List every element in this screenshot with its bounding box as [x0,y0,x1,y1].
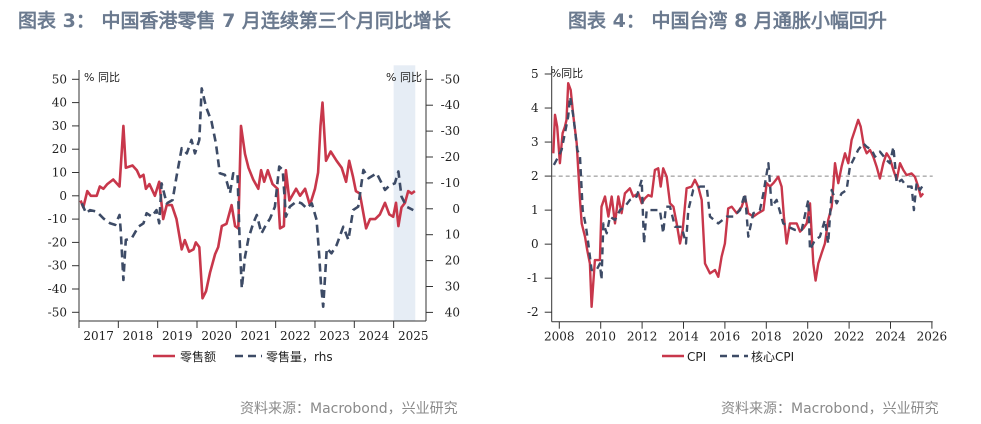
legend-label-cpi: CPI [687,350,706,364]
y-tick-label: 2 [531,169,539,183]
series-line-retail-volume [80,87,414,308]
y2-tick-label: -50 [441,72,460,86]
y-tick-label: -2 [527,305,539,319]
y-tick-label: -50 [48,305,67,319]
y2-tick-label: -20 [441,150,460,164]
right-chart: 5 4 3 2 1 0 -1 -2 2008 2010 2012 2014 2016 2018 2020 20… [527,66,947,364]
x-tick-label: 2012 [627,330,658,344]
right-source: 资料来源：Macrobond，兴业研究 [721,401,939,417]
y-tick-label: -1 [527,271,539,285]
left-unit-label: % 同比 [84,71,120,84]
y-tick-label: -10 [48,212,67,226]
y2-tick-label: 40 [445,305,460,319]
legend-label-retail-volume: 零售量，rhs [266,349,333,364]
x-tick-label: 2023 [319,329,350,343]
y-tick-label: 30 [52,119,67,133]
legend-label-core-cpi: 核心CPI [751,350,794,364]
x-tick-label: 2017 [83,329,114,343]
y-tick-label: -20 [48,235,67,249]
x-tick-label: 2025 [398,329,429,343]
unit-label: %同比 [551,67,583,80]
y-tick-label: 20 [52,142,67,156]
x-tick-label: 2022 [834,330,865,344]
x-tick-label: 2018 [751,330,782,344]
right-chart-title: 图表 4： 中国台湾 8 月通胀小幅回升 [568,10,887,32]
left-source: 资料来源：Macrobond，兴业研究 [240,401,458,417]
x-tick-label: 2026 [917,330,948,344]
y2-tick-label: -30 [441,124,460,138]
x-tick-label: 2024 [359,329,390,343]
x-tick-label: 2022 [280,329,311,343]
x-tick-label: 2020 [792,330,823,344]
series-line-retail-value [79,101,416,300]
series-line-core-cpi [552,95,925,282]
legend-label-retail-value: 零售额 [180,349,216,364]
x-tick-label: 2010 [585,330,616,344]
series-line-cpi [552,82,925,308]
y-tick-label: 1 [531,203,539,217]
x-tick-label: 2024 [875,330,906,344]
x-tick-label: 2021 [241,329,272,343]
y-tick-label: -40 [48,282,67,296]
y2-tick-label: 30 [445,280,460,294]
y-tick-label: -30 [48,259,67,273]
x-tick-label: 2019 [162,329,193,343]
y2-tick-label: 10 [445,228,460,242]
y2-tick-label: -10 [441,176,460,190]
x-tick-label: 2016 [710,330,741,344]
left-chart-title: 图表 3： 中国香港零售 7 月连续第三个月同比增长 [18,10,451,32]
y-tick-label: 4 [531,101,539,115]
y-tick-label: 0 [59,189,67,203]
y-tick-label: 50 [52,72,67,86]
shaded-region [393,65,416,321]
y2-tick-label: 20 [445,254,460,268]
x-tick-label: 2014 [668,330,699,344]
left-chart: 50 40 30 20 10 0 -10 -20 -30 -40 -50 -50 -40 -30 -20 -1… [48,65,460,364]
y2-tick-label: -40 [441,98,460,112]
y-tick-label: 40 [52,96,67,110]
y2-tick-label: 0 [452,202,460,216]
x-tick-label: 2020 [201,329,232,343]
right-unit-label: % 同比 [386,71,422,84]
x-tick-label: 2008 [544,330,575,344]
y-tick-label: 0 [531,237,539,251]
y-tick-label: 5 [531,67,539,81]
y-tick-label: 10 [52,166,67,180]
y-tick-label: 3 [531,135,539,149]
x-tick-label: 2018 [123,329,154,343]
